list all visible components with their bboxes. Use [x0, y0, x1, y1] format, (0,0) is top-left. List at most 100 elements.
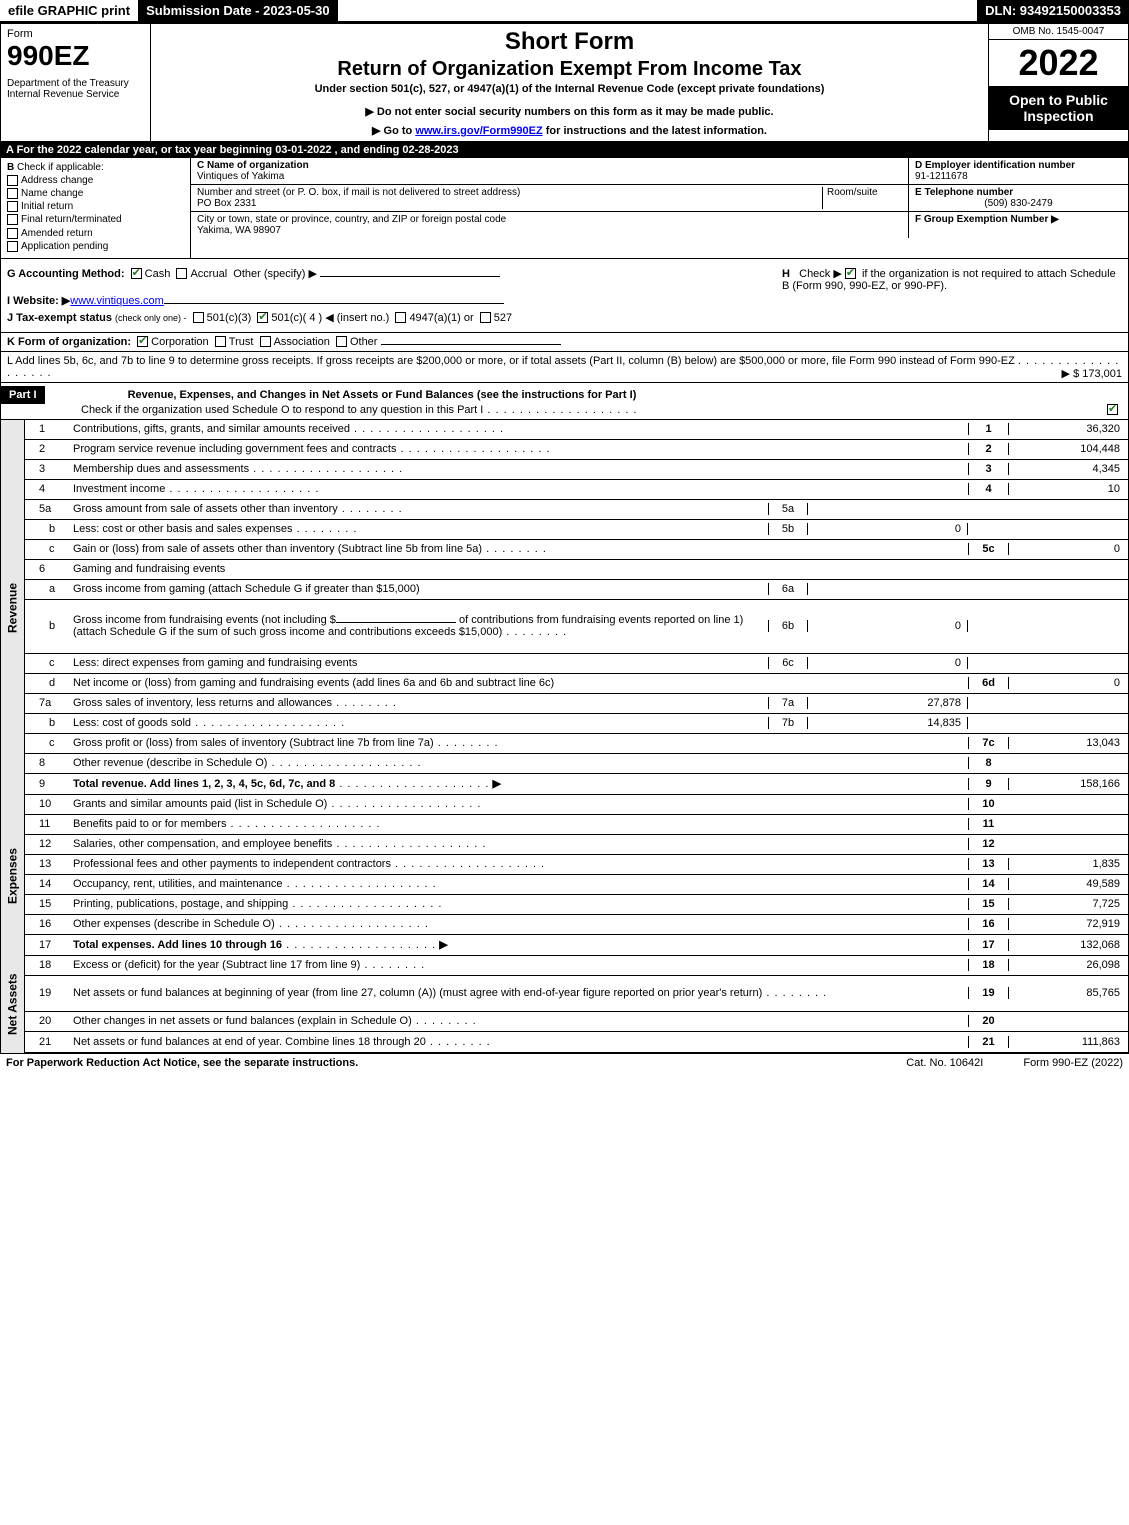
rn-11: 11 [968, 818, 1008, 830]
rn-4: 4 [968, 483, 1008, 495]
checkbox-application-pending[interactable] [7, 241, 18, 252]
k-assoc: Association [274, 336, 330, 348]
checkbox-4947[interactable] [395, 312, 406, 323]
checkbox-association[interactable] [260, 336, 271, 347]
opt-initial-return: Initial return [21, 201, 73, 212]
e-phone-label: E Telephone number [915, 187, 1013, 198]
checkbox-other-org[interactable] [336, 336, 347, 347]
ln-5b: b [25, 523, 69, 535]
row-k: K Form of organization: Corporation Trus… [0, 333, 1129, 352]
d-12: Salaries, other compensation, and employ… [73, 838, 332, 850]
f-group-label: F Group Exemption Number ▶ [915, 214, 1059, 225]
d-16: Other expenses (describe in Schedule O) [73, 918, 275, 930]
rn-7c: 7c [968, 737, 1008, 749]
rv-19: 85,765 [1008, 987, 1128, 999]
d-5c: Gain or (loss) from sale of assets other… [73, 543, 482, 555]
cell-e-phone: E Telephone number (509) 830-2479 [908, 185, 1128, 211]
checkbox-trust[interactable] [215, 336, 226, 347]
j-label: J Tax-exempt status [7, 312, 112, 324]
row-l: L Add lines 5b, 6c, and 7b to line 9 to … [0, 352, 1129, 383]
opt-address-change: Address change [21, 175, 93, 186]
street-label: Number and street (or P. O. box, if mail… [197, 187, 822, 198]
d-15: Printing, publications, postage, and shi… [73, 898, 288, 910]
opt-final-return: Final return/terminated [21, 215, 122, 226]
checkbox-cash[interactable] [131, 268, 142, 279]
rn-19: 19 [968, 987, 1008, 999]
mn-6a: 6a [768, 583, 808, 595]
dln-label: DLN: 93492150003353 [977, 0, 1129, 21]
ln-11: 11 [25, 818, 69, 830]
ln-9: 9 [25, 778, 69, 790]
rn-9: 9 [968, 778, 1008, 790]
ln-8: 8 [25, 757, 69, 769]
rv-21: 111,863 [1008, 1036, 1128, 1048]
row-a-tax-year: A For the 2022 calendar year, or tax yea… [0, 142, 1129, 158]
checkbox-initial-return[interactable] [7, 201, 18, 212]
checkbox-final-return[interactable] [7, 214, 18, 225]
d-2: Program service revenue including govern… [73, 443, 396, 455]
checkbox-name-change[interactable] [7, 188, 18, 199]
ln-13: 13 [25, 858, 69, 870]
header-left: Form 990EZ Department of the Treasury In… [1, 24, 151, 141]
checkbox-527[interactable] [480, 312, 491, 323]
d-5b: Less: cost or other basis and sales expe… [73, 523, 293, 535]
ln-5a: 5a [25, 503, 69, 515]
rv-13: 1,835 [1008, 858, 1128, 870]
checkbox-amended-return[interactable] [7, 228, 18, 239]
d-7a: Gross sales of inventory, less returns a… [73, 697, 332, 709]
d-6d: Net income or (loss) from gaming and fun… [73, 677, 554, 689]
checkbox-501c[interactable] [257, 312, 268, 323]
header-right: OMB No. 1545-0047 2022 Open to Public In… [988, 24, 1128, 141]
g-other: Other (specify) ▶ [233, 268, 317, 280]
mn-5b: 5b [768, 523, 808, 535]
checkbox-accrual[interactable] [176, 268, 187, 279]
row-g: G Accounting Method: Cash Accrual Other … [7, 267, 782, 324]
department-label: Department of the Treasury Internal Reve… [7, 78, 144, 100]
j-sub: (check only one) - [115, 313, 187, 323]
omb-number: OMB No. 1545-0047 [989, 24, 1128, 40]
d-5a: Gross amount from sale of assets other t… [73, 503, 338, 515]
irs-link[interactable]: www.irs.gov/Form990EZ [415, 125, 542, 137]
rn-1: 1 [968, 423, 1008, 435]
mn-5a: 5a [768, 503, 808, 515]
checkbox-corporation[interactable] [137, 336, 148, 347]
rn-17: 17 [968, 939, 1008, 951]
rn-16: 16 [968, 918, 1008, 930]
row-gh: G Accounting Method: Cash Accrual Other … [0, 259, 1129, 333]
form-title: Return of Organization Exempt From Incom… [159, 58, 980, 81]
ln-6d: d [25, 677, 69, 689]
footer-catno: Cat. No. 10642I [906, 1057, 983, 1069]
cell-city: City or town, state or province, country… [191, 212, 908, 238]
revenue-side-label: Revenue [0, 420, 24, 795]
mn-6b: 6b [768, 620, 808, 632]
k-label: K Form of organization: [7, 336, 131, 348]
check-if-applicable: Check if applicable: [17, 162, 104, 173]
part1-header-row: Part I Revenue, Expenses, and Changes in… [0, 383, 1129, 420]
rv-2: 104,448 [1008, 443, 1128, 455]
h-label: H [782, 268, 790, 280]
rn-5c: 5c [968, 543, 1008, 555]
checkbox-schedule-o[interactable] [1107, 404, 1118, 415]
expenses-side-label: Expenses [0, 795, 24, 956]
checkbox-h[interactable] [845, 268, 856, 279]
opt-amended-return: Amended return [21, 228, 93, 239]
rn-2: 2 [968, 443, 1008, 455]
cell-d-ein: D Employer identification number 91-1211… [908, 158, 1128, 184]
g-other-input[interactable] [320, 276, 500, 277]
ln-14: 14 [25, 878, 69, 890]
checkbox-address-change[interactable] [7, 175, 18, 186]
org-name: Vintiques of Yakima [197, 171, 902, 182]
checkbox-501c3[interactable] [193, 312, 204, 323]
rn-15: 15 [968, 898, 1008, 910]
ln-1: 1 [25, 423, 69, 435]
ln-19: 19 [25, 987, 69, 999]
website-link[interactable]: www.vintiques.com [70, 295, 164, 307]
mv-6c: 0 [808, 657, 968, 669]
d-7b: Less: cost of goods sold [73, 717, 191, 729]
rn-12: 12 [968, 838, 1008, 850]
cell-street: Number and street (or P. O. box, if mail… [191, 185, 908, 211]
opt-application-pending: Application pending [21, 241, 108, 252]
rn-6d: 6d [968, 677, 1008, 689]
ln-10: 10 [25, 798, 69, 810]
city-label: City or town, state or province, country… [197, 214, 902, 225]
